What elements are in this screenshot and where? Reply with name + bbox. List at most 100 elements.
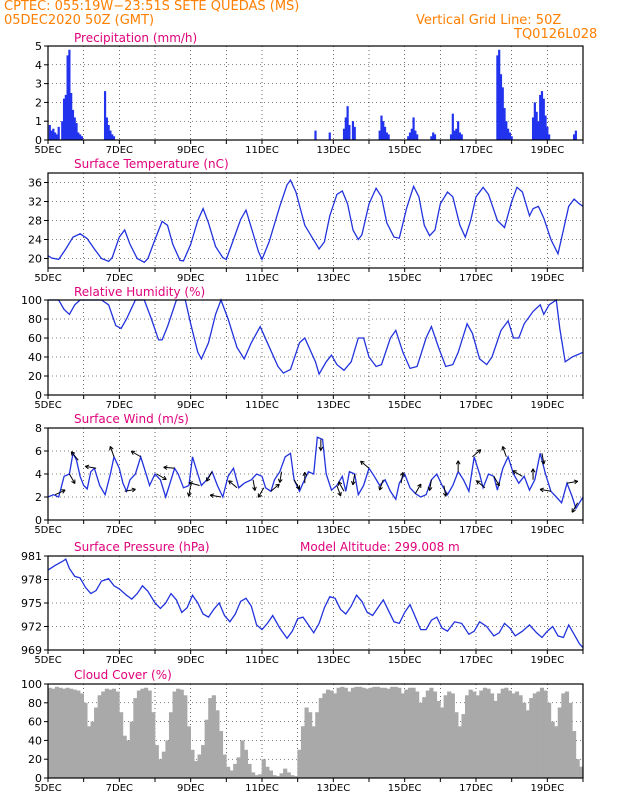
rh-xtick-label: 17DEC — [459, 400, 493, 411]
cloud-bar — [265, 767, 269, 778]
cloud-bar — [362, 688, 366, 778]
cloud-bar — [472, 692, 476, 778]
cloud-bar — [519, 695, 523, 778]
cloud-bar — [140, 689, 144, 778]
wind-xtick-label: 17DEC — [459, 525, 493, 536]
cloud-xtick-label: 17DEC — [459, 783, 493, 794]
cloud-bar — [144, 688, 148, 778]
cloud-bar — [173, 692, 177, 778]
cloud-bar — [297, 750, 301, 778]
precip-bar — [58, 127, 60, 140]
rh-xtick-label: 11DEC — [245, 400, 279, 411]
temp-xtick-label: 7DEC — [106, 273, 133, 284]
cloud-bar — [426, 691, 430, 778]
cloud-bar — [461, 714, 465, 778]
precip-ytick-label: 1 — [35, 115, 42, 128]
precip-xtick-label: 17DEC — [459, 145, 493, 156]
cloud-bar — [83, 703, 87, 778]
cloud-bar — [58, 688, 62, 778]
cloud-bar — [66, 688, 70, 778]
wind-arrow — [294, 480, 300, 490]
rh-xtick-label: 9DEC — [177, 400, 204, 411]
precip-xtick-label: 15DEC — [388, 145, 422, 156]
pressure-title: Surface Pressure (hPa) — [74, 540, 210, 554]
cloud-bar — [501, 689, 505, 778]
temp-xtick-label: 5DEC — [34, 273, 61, 284]
wind-xtick-label: 13DEC — [316, 525, 350, 536]
cloud-bar — [73, 690, 77, 778]
precip-bar — [461, 134, 463, 140]
cloud-bar — [419, 703, 423, 778]
cloud-bar — [408, 688, 412, 778]
cloud-bar — [115, 692, 119, 778]
precip-bar — [548, 134, 550, 140]
cloud-bar — [98, 695, 102, 778]
cloud-bar — [69, 689, 73, 778]
temp-line — [48, 180, 583, 262]
wind-arrow — [131, 451, 141, 457]
cloud-bar — [558, 708, 562, 779]
rh-ytick-label: 20 — [28, 370, 42, 383]
wind-arrow — [401, 472, 405, 483]
precip-xtick-label: 5DEC — [34, 145, 61, 156]
precip-title: Precipitation (mm/h) — [74, 31, 197, 45]
temp-ytick-label: 28 — [28, 215, 42, 228]
cloud-ytick-label: 40 — [28, 734, 42, 747]
wind-arrow-head — [379, 486, 380, 490]
cloud-bar — [354, 687, 358, 778]
wind-arrow — [415, 484, 421, 494]
cloud-bar — [119, 712, 123, 778]
cloud-bar — [108, 690, 112, 778]
cloud-bar — [262, 759, 266, 778]
cloud-bar — [308, 712, 312, 778]
cloud-bar — [162, 752, 166, 778]
wind-xtick-label: 7DEC — [106, 525, 133, 536]
rh-ytick-label: 80 — [28, 313, 42, 326]
cloud-bar — [483, 688, 487, 778]
wind-arrow — [207, 472, 213, 482]
cloud-bar — [390, 687, 394, 778]
cloud-bar — [447, 692, 451, 778]
cloud-bar — [133, 698, 137, 778]
wind-xtick-label: 11DEC — [245, 525, 279, 536]
rh-ytick-label: 60 — [28, 332, 42, 345]
rh-line — [48, 300, 583, 374]
cloud-bar — [508, 691, 512, 778]
cloud-bar — [415, 692, 419, 778]
cloud-bar — [237, 757, 241, 778]
precip-xtick-label: 19DEC — [530, 145, 564, 156]
pressure-ytick-label: 981 — [21, 550, 42, 563]
wind-ytick-label: 8 — [35, 422, 42, 435]
cloud-bar — [533, 693, 537, 778]
pressure-xtick-label: 17DEC — [459, 655, 493, 666]
cloud-bar — [51, 689, 55, 778]
cloud-bar — [251, 772, 255, 778]
cloud-bar — [394, 687, 398, 778]
cloud-bar — [247, 764, 251, 778]
cloud-bar — [412, 688, 416, 778]
wind-arrow-head — [85, 465, 89, 466]
cloud-bar — [387, 689, 391, 778]
wind-arrow — [443, 486, 447, 497]
temp-xtick-label: 13DEC — [316, 273, 350, 284]
precip-ytick-label: 3 — [35, 78, 42, 91]
temp-xtick-label: 19DEC — [530, 273, 564, 284]
wind-arrow — [69, 474, 75, 484]
rh-ytick-label: 40 — [28, 351, 42, 364]
cloud-bar — [183, 695, 187, 778]
rh-xtick-label: 15DEC — [388, 400, 422, 411]
cloud-title: Cloud Cover (%) — [74, 668, 172, 682]
cloud-xtick-label: 13DEC — [316, 783, 350, 794]
wind-xtick-label: 5DEC — [34, 525, 61, 536]
rh-xtick-label: 13DEC — [316, 400, 350, 411]
precip-xtick-label: 7DEC — [106, 145, 133, 156]
wind-arrow — [337, 486, 341, 496]
precip-bar — [354, 127, 356, 140]
cloud-bar — [240, 740, 244, 778]
wind-arrow — [567, 480, 578, 484]
cloud-bar — [190, 750, 194, 778]
